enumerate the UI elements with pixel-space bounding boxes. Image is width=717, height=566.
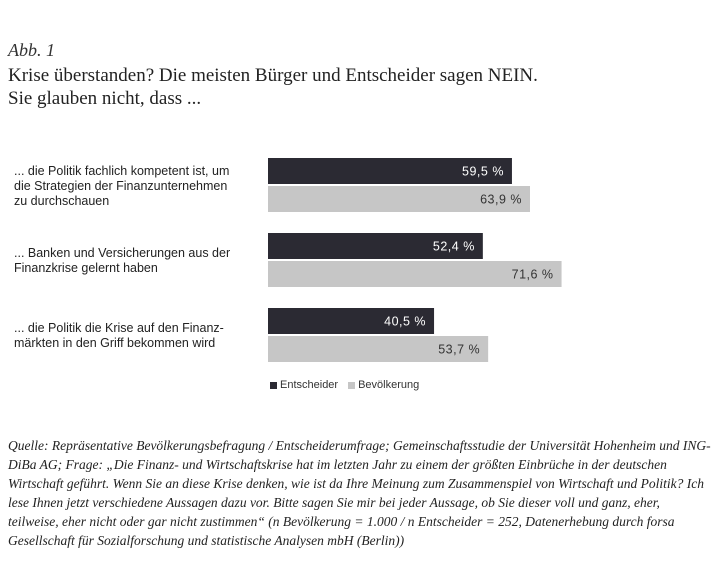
bar-entscheider-2 [268,233,483,259]
data-label-bevoelkerung-2: 71,6 % [512,268,554,282]
bar-bevoelkerung-3 [268,336,489,362]
source-note: Quelle: Repräsentative Bevölkerungsbefra… [8,438,711,548]
legend-swatch-bevoelkerung [348,381,356,389]
bar-bevoelkerung-2 [268,261,562,287]
bar-chart: 59,5 % 63,9 % 52,4 % 71,6 % 40,5 % 53,7 % [268,158,562,362]
category-label-line: märkten in den Griff bekommen wird [14,336,216,350]
data-label-entscheider-1: 59,5 % [462,165,504,179]
category-label-line: die Strategien der Finanzunternehmen [14,178,228,193]
chart-title-line-2: Sie glauben nicht, dass ... [8,88,202,109]
category-label-line: ... die Politik die Krise auf den Finanz… [14,321,224,335]
bar-bevoelkerung-1 [268,186,530,212]
legend-item-entscheider: Entscheider [270,379,338,391]
bar-entscheider-3 [268,308,435,334]
category-label-line: Finanzkrise gelernt haben [14,261,158,275]
chart-title-line-1: Krise überstanden? Die meisten Bürger un… [8,65,538,86]
category-label-2: ... Banken und Versicherungen aus der Fin… [14,246,264,276]
data-label-entscheider-2: 52,4 % [433,240,475,254]
category-label-line: ... die Politik fachlich kompetent ist, … [14,163,230,178]
figure-number: Abb. 1 [8,40,55,60]
category-label-1: ... die Politik fachlich kompetent ist, … [14,164,264,209]
data-label-bevoelkerung-1: 63,9 % [480,193,522,207]
legend-item-bevoelkerung: Bevölkerung [348,379,419,391]
category-label-line: ... Banken und Versicherungen aus der [14,246,231,260]
data-label-entscheider-3: 40,5 % [384,315,426,329]
category-label-3: ... die Politik die Krise auf den Finanz… [14,321,264,351]
legend-label-entscheider: Entscheider [280,379,339,391]
bar-entscheider-1 [268,158,512,184]
legend: Entscheider Bevölkerung [270,379,419,391]
chart-title: Krise überstanden? Die meisten Bürger un… [8,64,538,110]
data-label-bevoelkerung-3: 53,7 % [438,343,480,357]
legend-label-bevoelkerung: Bevölkerung [358,379,420,391]
category-label-line: zu durchschauen [14,193,110,208]
legend-swatch-entscheider [270,381,277,389]
